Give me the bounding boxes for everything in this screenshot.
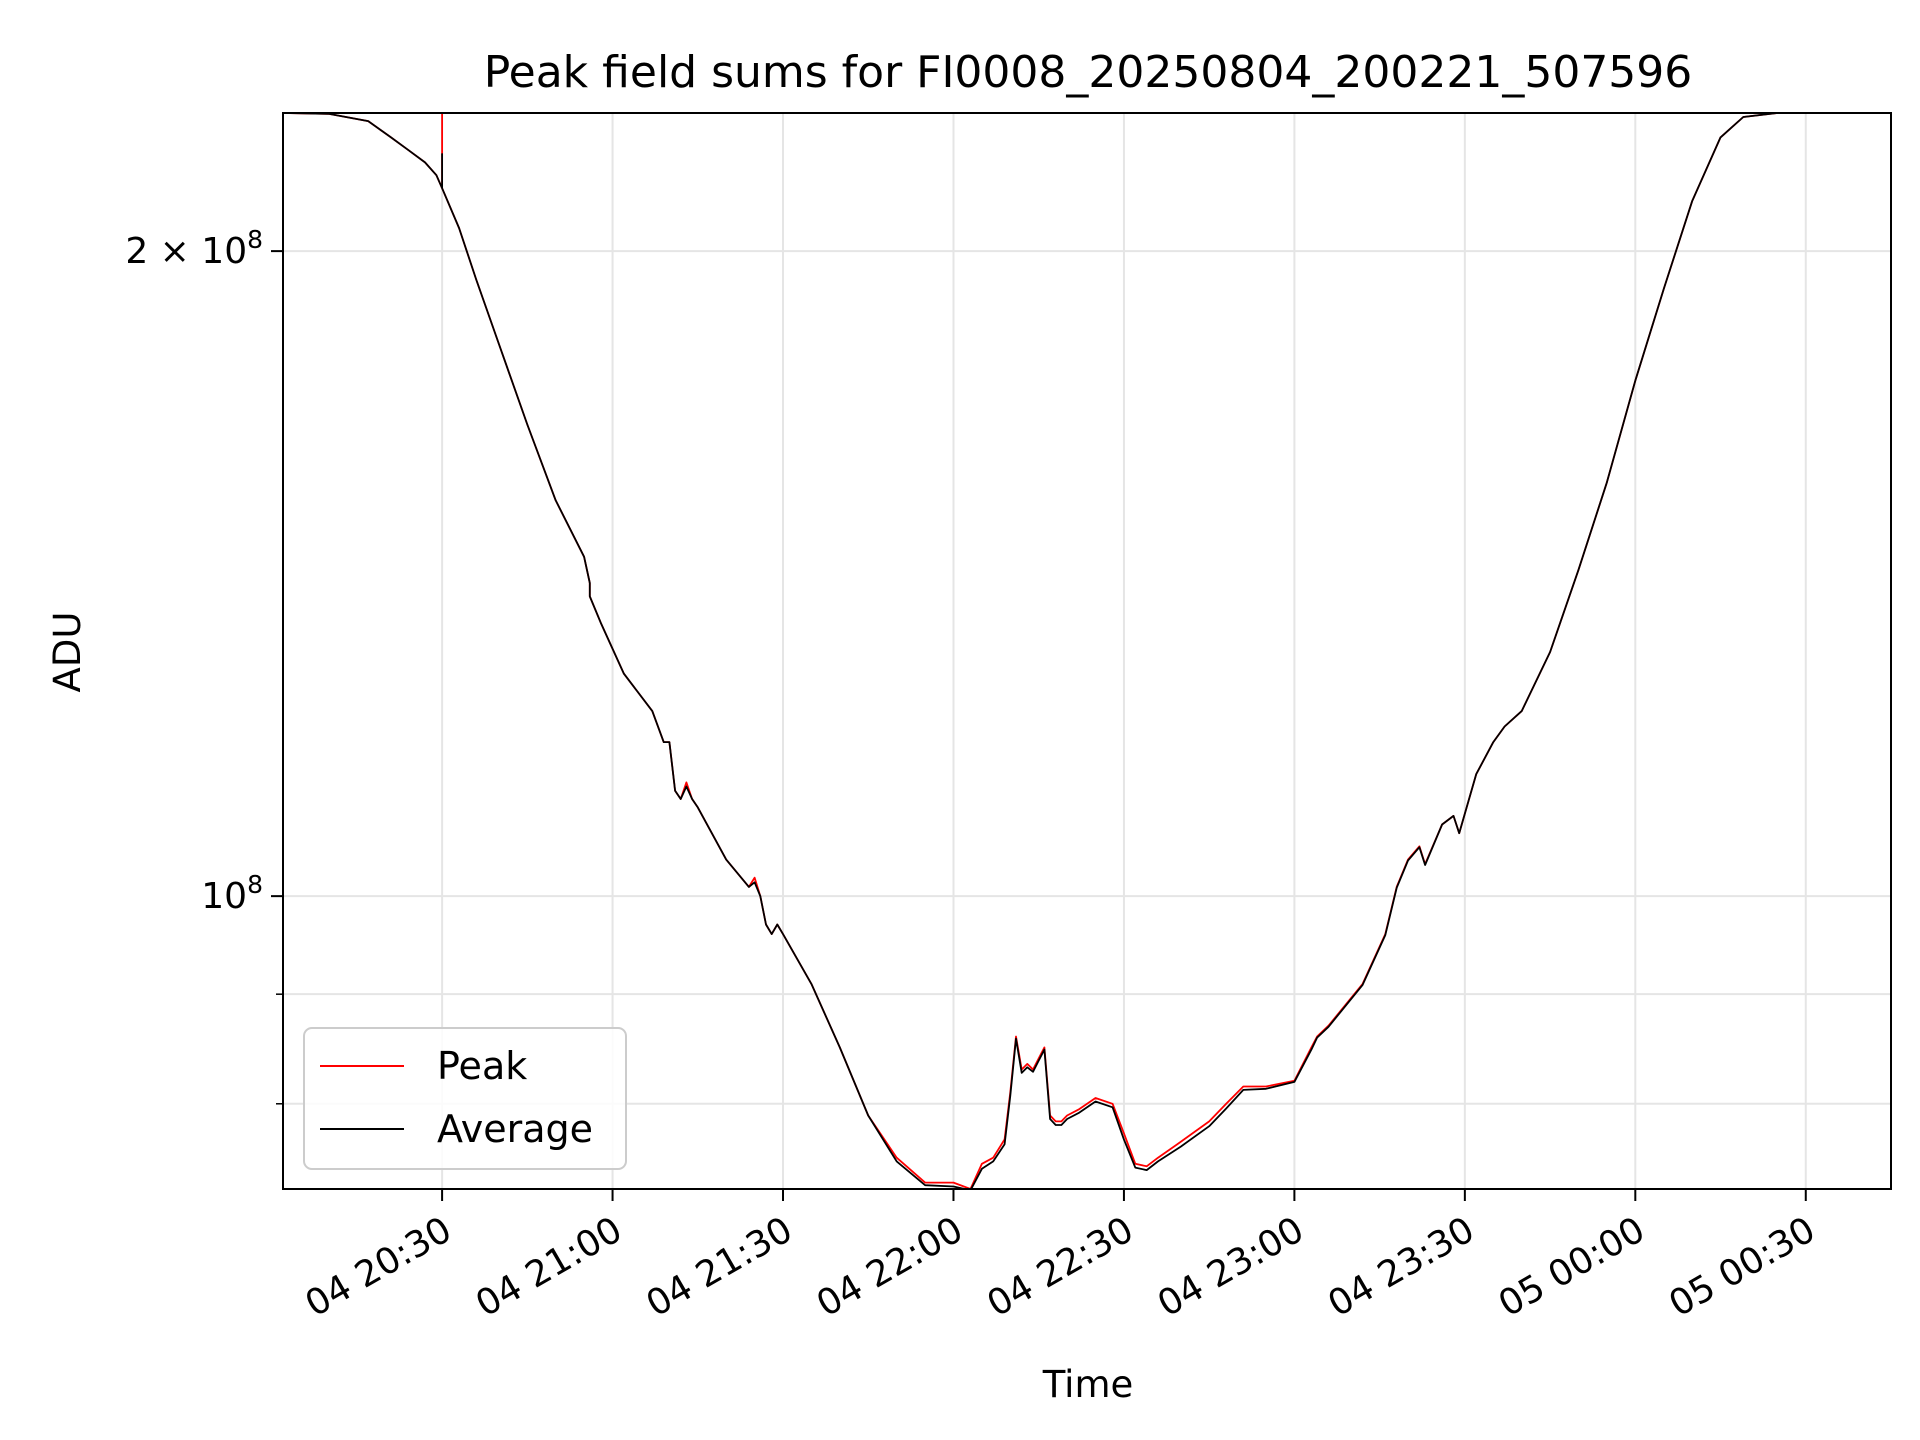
y-tick-label: 108 [201,870,263,917]
legend: Peak Average [303,1027,627,1170]
x-axis-title: Time [1042,1363,1134,1406]
y-tick-label-base: 2 × 10 [125,231,247,272]
y-axis-title: ADU [46,612,89,693]
y-tick-label-exponent: 8 [247,225,263,254]
legend-box [303,1027,627,1170]
y-tick-label-exponent: 8 [247,870,263,899]
axes-frame [282,112,1892,1190]
plot-area [283,113,1891,1189]
legend-label-peak: Peak [437,1044,527,1088]
chart-title: Peak field sums for FI0008_20250804_2002… [484,47,1693,98]
legend-label-average: Average [437,1107,593,1151]
y-tick-label: 2 × 108 [125,225,263,272]
y-tick-label-base: 10 [201,876,247,917]
series-line-average [283,113,1891,1189]
